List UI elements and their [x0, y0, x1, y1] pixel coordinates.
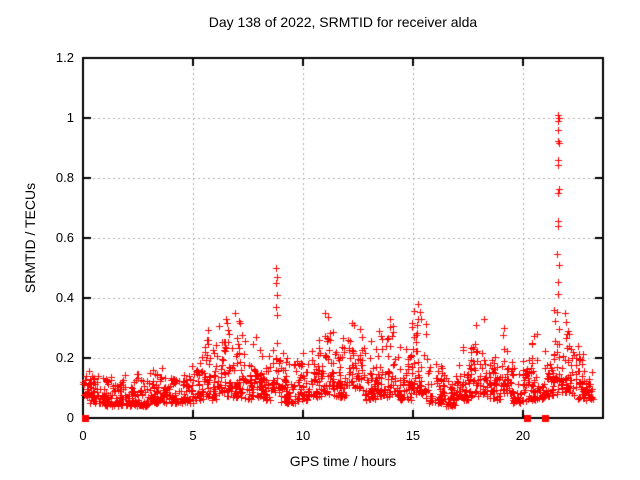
y-tick-label-0_4: 0.4: [55, 290, 74, 305]
x-tick-label-5: 5: [189, 428, 197, 443]
chart-title: Day 138 of 2022, SRMTID for receiver ald…: [208, 14, 478, 30]
y-tick-label-0_8: 0.8: [55, 170, 74, 185]
x-axis-label: GPS time / hours: [289, 453, 397, 469]
y-tick-label-0: 0: [66, 410, 74, 425]
x-tick-label-10: 10: [295, 428, 311, 443]
y-tick-label-1_2: 1.2: [55, 50, 74, 65]
y-tick-label-0_2: 0.2: [55, 350, 74, 365]
x-tick-label-15: 15: [405, 428, 421, 443]
y-tick-label-1: 1: [66, 110, 74, 125]
x-tick-label-0: 0: [79, 428, 87, 443]
x-tick-label-20: 20: [515, 428, 531, 443]
y-tick-label-0_6: 0.6: [55, 230, 74, 245]
